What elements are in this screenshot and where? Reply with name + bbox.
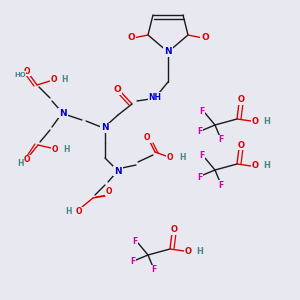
Text: H: H <box>264 116 270 125</box>
Text: O: O <box>201 34 209 43</box>
Text: F: F <box>132 236 138 245</box>
Text: O: O <box>113 85 121 94</box>
Text: O: O <box>127 34 135 43</box>
Text: F: F <box>218 136 224 145</box>
Text: O: O <box>184 247 191 256</box>
Text: F: F <box>197 128 202 136</box>
Text: N: N <box>101 124 109 133</box>
Text: O: O <box>167 154 173 163</box>
Text: H: H <box>62 76 68 85</box>
Text: O: O <box>76 208 82 217</box>
Text: O: O <box>238 95 244 104</box>
Text: O: O <box>24 67 30 76</box>
Text: H: H <box>64 146 70 154</box>
Text: O: O <box>251 116 259 125</box>
Text: F: F <box>200 106 205 116</box>
Text: O: O <box>52 146 58 154</box>
Text: O: O <box>106 187 112 196</box>
Text: H: H <box>196 247 203 256</box>
Text: HO: HO <box>14 72 26 78</box>
Text: N: N <box>164 47 172 56</box>
Text: O: O <box>51 76 57 85</box>
Text: N: N <box>59 109 67 118</box>
Text: F: F <box>197 172 202 182</box>
Text: H: H <box>179 154 185 163</box>
Text: H: H <box>264 161 270 170</box>
Text: O: O <box>238 140 244 149</box>
Text: O: O <box>144 134 150 142</box>
Text: H: H <box>65 208 71 217</box>
Text: N: N <box>114 167 122 176</box>
Text: F: F <box>218 181 224 190</box>
Text: NH: NH <box>148 92 161 101</box>
Text: F: F <box>152 266 157 274</box>
Text: F: F <box>200 152 205 160</box>
Text: F: F <box>130 257 136 266</box>
Text: O: O <box>170 226 178 235</box>
Text: O: O <box>251 161 259 170</box>
Text: O: O <box>24 155 30 164</box>
Text: H: H <box>17 158 23 167</box>
